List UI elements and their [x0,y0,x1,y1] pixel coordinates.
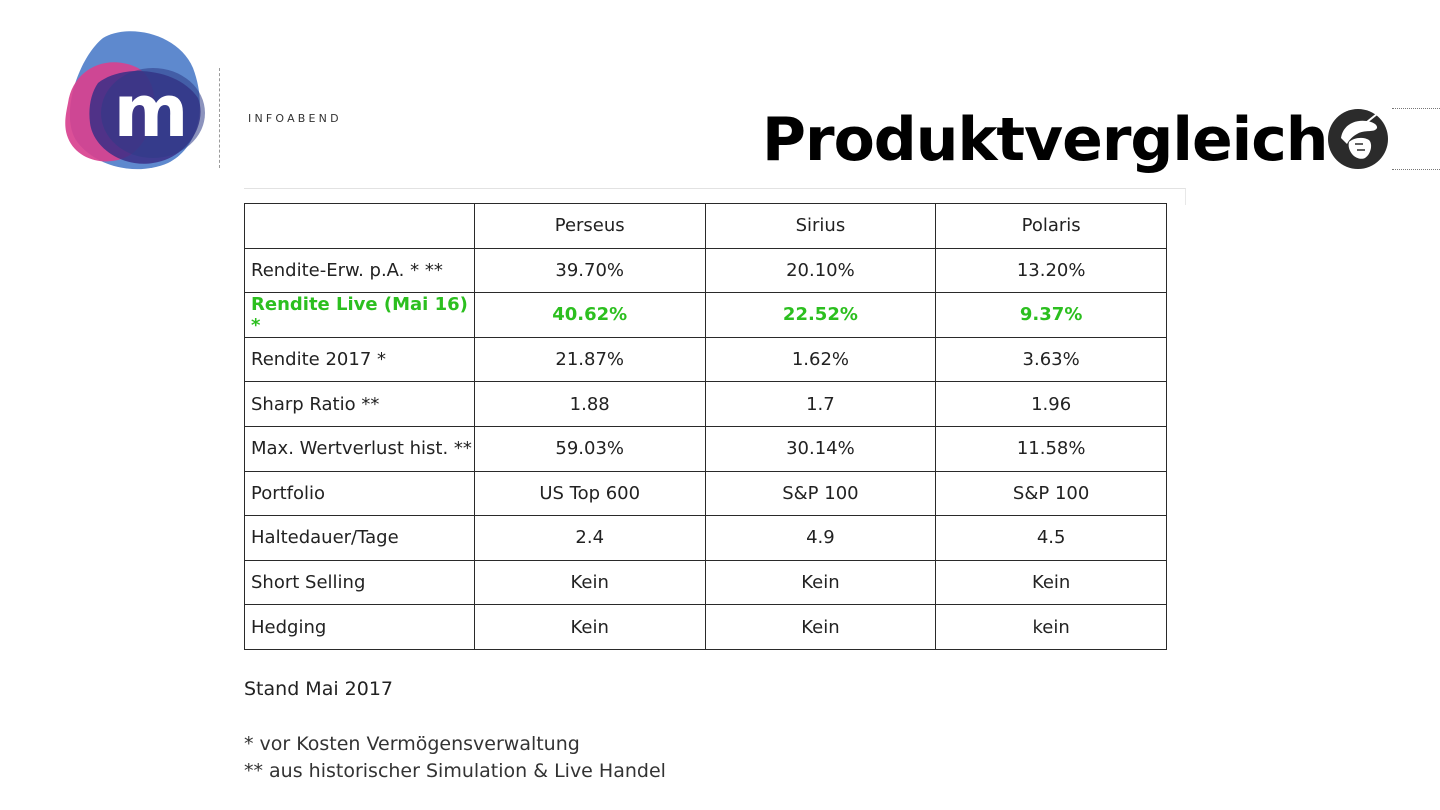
cell-perseus: 40.62% [473,292,706,338]
cell-perseus: 59.03% [473,425,706,472]
row-label: Portfolio [244,470,475,517]
row-label: Short Selling [244,559,475,606]
cell-sirius: Kein [704,559,937,606]
cell-sirius: 22.52% [704,292,937,338]
page-edge [244,188,1186,205]
table-row: Sharp Ratio ** 1.88 1.7 1.96 [244,381,1167,427]
cell-polaris: 13.20% [935,247,1167,294]
cell-polaris: 3.63% [935,336,1167,383]
decorative-dots-top [1392,108,1440,109]
cell-perseus: US Top 600 [473,470,706,517]
cell-perseus: 1.88 [473,381,706,427]
table-row-highlight: Rendite Live (Mai 16) * 40.62% 22.52% 9.… [244,292,1167,338]
cell-sirius: 1.62% [704,336,937,383]
decorative-dots-bottom [1392,169,1440,170]
cell-sirius: 30.14% [704,425,937,472]
table-header-row: Perseus Sirius Polaris [244,203,1167,249]
cell-polaris: 11.58% [935,425,1167,472]
table-row: Haltedauer/Tage 2.4 4.9 4.5 [244,515,1167,561]
header-perseus: Perseus [473,203,706,249]
table-row: Rendite 2017 * 21.87% 1.62% 3.63% [244,336,1167,383]
cell-perseus: 21.87% [473,336,706,383]
row-label: Rendite 2017 * [244,336,475,383]
footnote-simulation: ** aus historischer Simulation & Live Ha… [244,760,666,782]
cell-sirius: 1.7 [704,381,937,427]
row-label: Rendite-Erw. p.A. * ** [244,247,475,294]
cell-polaris: S&P 100 [935,470,1167,517]
row-label: Sharp Ratio ** [244,381,475,427]
cell-polaris: 1.96 [935,381,1167,427]
cell-polaris: Kein [935,559,1167,606]
header-cell-empty [244,203,475,249]
row-label: Haltedauer/Tage [244,515,475,561]
table-row: Portfolio US Top 600 S&P 100 S&P 100 [244,470,1167,517]
cell-perseus: 39.70% [473,247,706,294]
cell-perseus: Kein [473,604,706,650]
header-polaris: Polaris [935,203,1167,249]
cell-sirius: S&P 100 [704,470,937,517]
logo-divider [219,68,220,168]
cell-sirius: Kein [704,604,937,650]
subtitle: INFOABEND [248,112,342,125]
table-row: Rendite-Erw. p.A. * ** 39.70% 20.10% 13.… [244,247,1167,294]
brand-logo: m [65,31,205,170]
cell-polaris: kein [935,604,1167,650]
table-row: Max. Wertverlust hist. ** 59.03% 30.14% … [244,425,1167,472]
logo-letter: m [113,69,188,153]
row-label: Rendite Live (Mai 16) * [244,292,475,338]
cell-sirius: 20.10% [704,247,937,294]
cell-polaris: 9.37% [935,292,1167,338]
stand-date: Stand Mai 2017 [244,678,394,700]
cell-perseus: 2.4 [473,515,706,561]
row-label: Hedging [244,604,475,650]
cell-perseus: Kein [473,559,706,606]
header-sirius: Sirius [704,203,937,249]
cell-polaris: 4.5 [935,515,1167,561]
row-label: Max. Wertverlust hist. ** [244,425,475,472]
page-title: Produktvergleich [762,105,1328,175]
table-row: Short Selling Kein Kein Kein [244,559,1167,606]
table-row: Hedging Kein Kein kein [244,604,1167,650]
footnote-costs: * vor Kosten Vermögensverwaltung [244,733,580,755]
cell-sirius: 4.9 [704,515,937,561]
helmet-head-icon [1328,109,1388,169]
comparison-table: Perseus Sirius Polaris Rendite-Erw. p.A.… [244,203,1167,650]
